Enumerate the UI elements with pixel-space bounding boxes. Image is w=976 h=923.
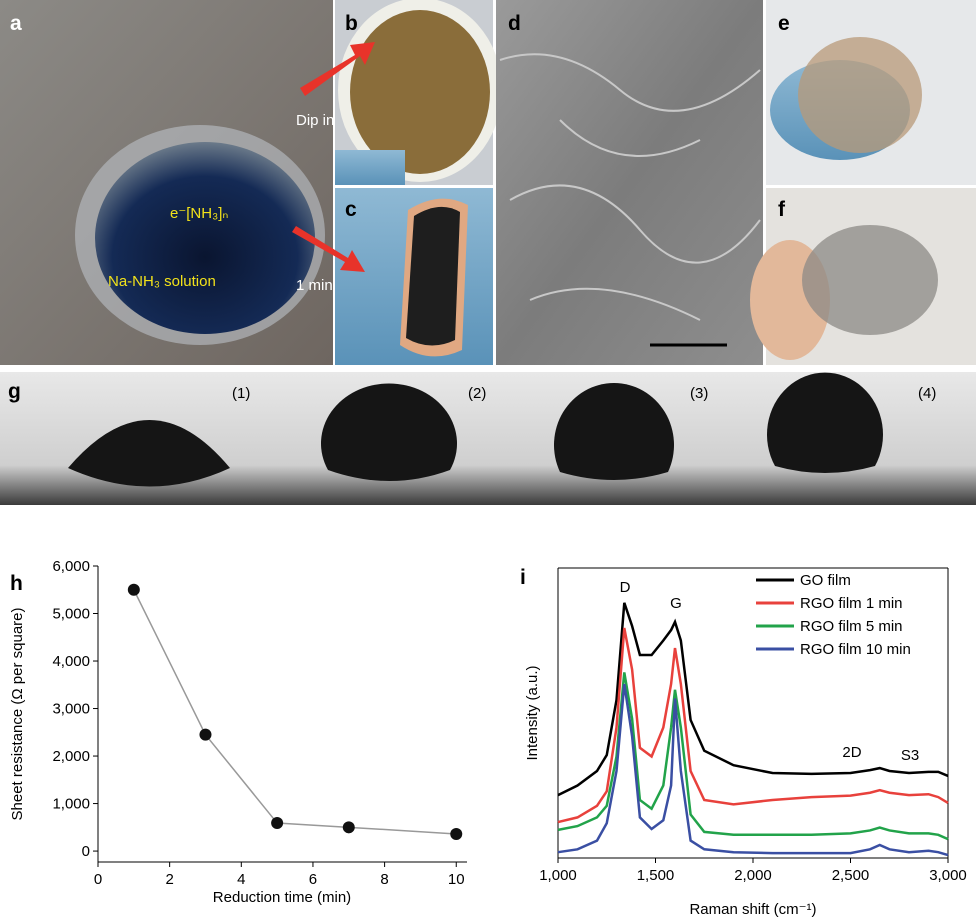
- data-point: [128, 584, 140, 596]
- panel-label: g: [8, 380, 21, 403]
- peak-label: S3: [901, 747, 919, 764]
- annotation: 1 min: [296, 277, 333, 294]
- peak-label: 2D: [842, 744, 861, 761]
- subpanel-label: (4): [918, 385, 936, 402]
- x-tick-label: 1,000: [539, 867, 577, 884]
- y-tick-label: 5,000: [52, 606, 90, 623]
- annotation: e⁻[NH₃]ₙ: [170, 205, 228, 222]
- panel-label: b: [345, 12, 358, 35]
- y-axis-label: Intensity (a.u.): [524, 665, 541, 760]
- x-tick-label: 2,000: [734, 867, 772, 884]
- y-tick-label: 4,000: [52, 653, 90, 670]
- legend-label: RGO film 5 min: [800, 618, 903, 635]
- film: [350, 10, 490, 174]
- panel-label: i: [520, 566, 526, 589]
- annotation: Na-NH₃ solution: [108, 273, 216, 290]
- data-point: [343, 821, 355, 833]
- panel-label: a: [10, 12, 22, 35]
- subpanel-label: (1): [232, 385, 250, 402]
- film: [798, 37, 922, 153]
- data-line: [134, 590, 456, 834]
- panel-label: f: [778, 198, 786, 221]
- panel-label: e: [778, 12, 790, 35]
- y-axis-label: Sheet resistance (Ω per square): [9, 608, 26, 821]
- y-tick-label: 1,000: [52, 796, 90, 813]
- glove: [335, 150, 405, 185]
- x-tick-label: 10: [448, 871, 465, 888]
- x-axis-label: Reduction time (min): [213, 889, 351, 906]
- x-tick-label: 3,000: [929, 867, 967, 884]
- peak-label: D: [620, 579, 631, 596]
- x-tick-label: 2,500: [832, 867, 870, 884]
- x-tick-label: 1,500: [637, 867, 675, 884]
- annotation: Dip in: [296, 112, 334, 129]
- flask-solution: [95, 142, 315, 334]
- y-tick-label: 6,000: [52, 558, 90, 575]
- x-axis-label: Raman shift (cm⁻¹): [689, 901, 816, 918]
- x-tick-label: 4: [237, 871, 245, 888]
- figure-svg: a e⁻[NH₃]ₙ Na-NH₃ solution b c Dip in 1 …: [0, 0, 976, 923]
- film: [802, 225, 938, 335]
- panel-label: h: [10, 572, 23, 595]
- x-tick-label: 2: [165, 871, 173, 888]
- data-point: [199, 729, 211, 741]
- subpanel-label: (2): [468, 385, 486, 402]
- legend-label: RGO film 1 min: [800, 595, 903, 612]
- x-tick-label: 6: [309, 871, 317, 888]
- peak-label: G: [670, 595, 682, 612]
- data-point: [450, 828, 462, 840]
- film: [406, 207, 460, 346]
- legend-label: GO film: [800, 572, 851, 589]
- y-tick-label: 0: [82, 843, 90, 860]
- x-tick-label: 0: [94, 871, 102, 888]
- subpanel-label: (3): [690, 385, 708, 402]
- y-tick-label: 2,000: [52, 748, 90, 765]
- data-point: [271, 817, 283, 829]
- panel-label: d: [508, 12, 521, 35]
- y-tick-label: 3,000: [52, 701, 90, 718]
- figure: a e⁻[NH₃]ₙ Na-NH₃ solution b c Dip in 1 …: [0, 0, 976, 923]
- legend-label: RGO film 10 min: [800, 641, 911, 658]
- x-tick-label: 8: [380, 871, 388, 888]
- panel-label: c: [345, 198, 357, 221]
